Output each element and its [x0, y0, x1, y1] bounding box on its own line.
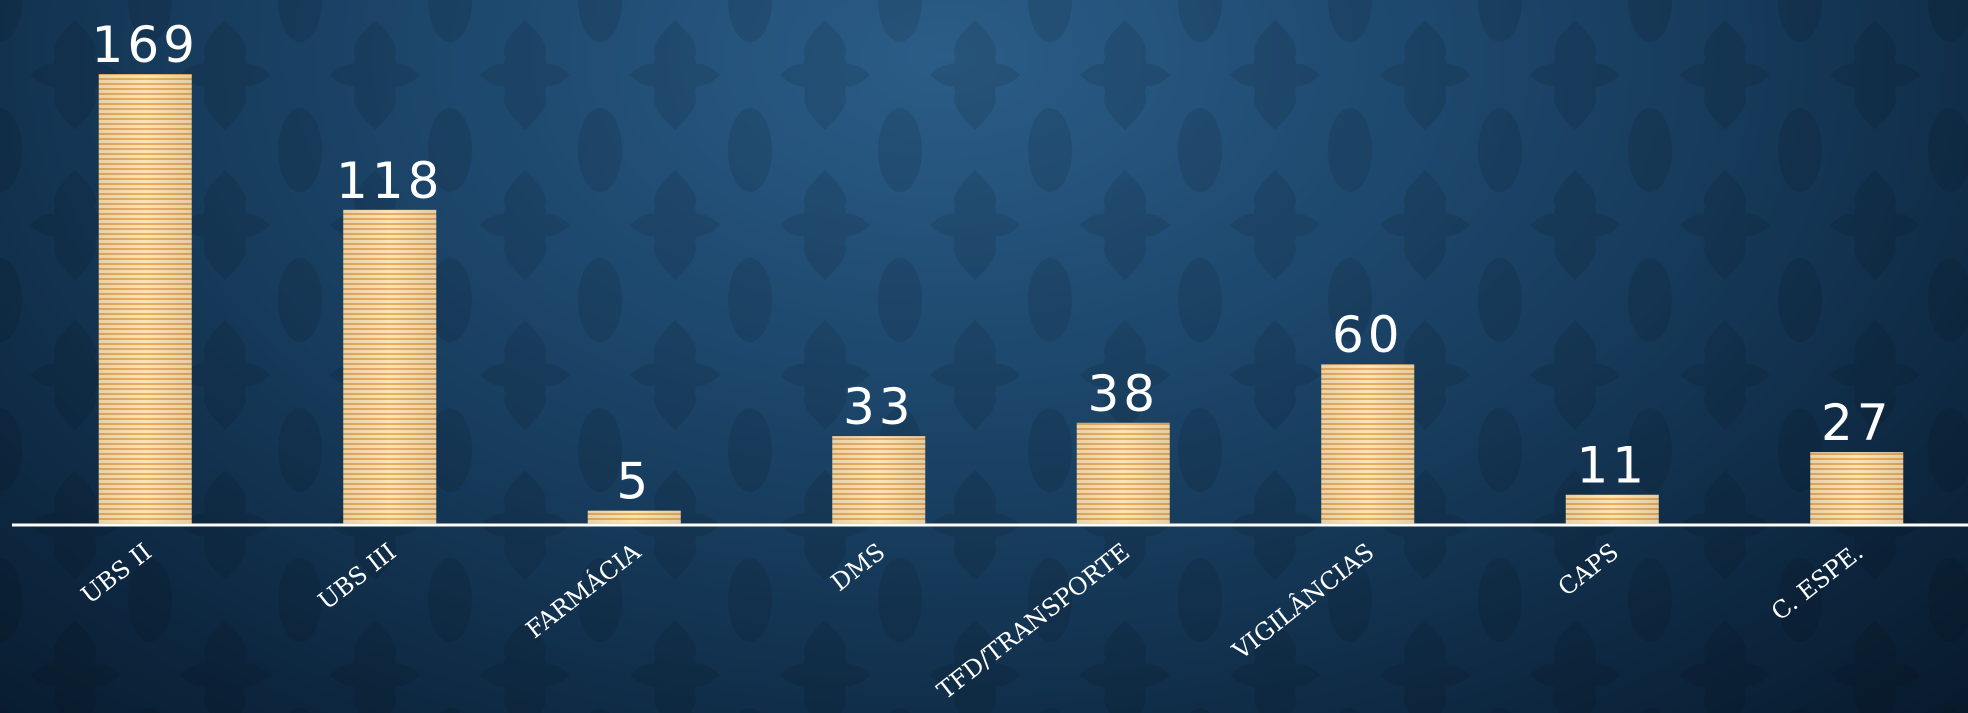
bar-shading: [1565, 494, 1659, 524]
bar-shading: [343, 209, 437, 524]
data-label: 60: [1332, 306, 1404, 364]
bar-shading: [587, 510, 681, 524]
data-label: 11: [1576, 437, 1648, 495]
data-label: 38: [1087, 365, 1159, 423]
data-label: 27: [1821, 394, 1893, 452]
data-label: 33: [843, 378, 915, 436]
bar-shading: [1076, 422, 1170, 524]
bar-shading: [1810, 452, 1904, 524]
data-label: 118: [336, 152, 443, 210]
bar-shading: [1321, 364, 1415, 524]
bar-shading: [832, 436, 926, 524]
value-labels-group: 169 118 5 33 38 60 11 27: [92, 16, 1893, 511]
bar-shading: [98, 74, 192, 524]
data-label: 169: [92, 16, 199, 74]
bars-group: [98, 74, 1904, 524]
data-label: 5: [616, 453, 652, 511]
